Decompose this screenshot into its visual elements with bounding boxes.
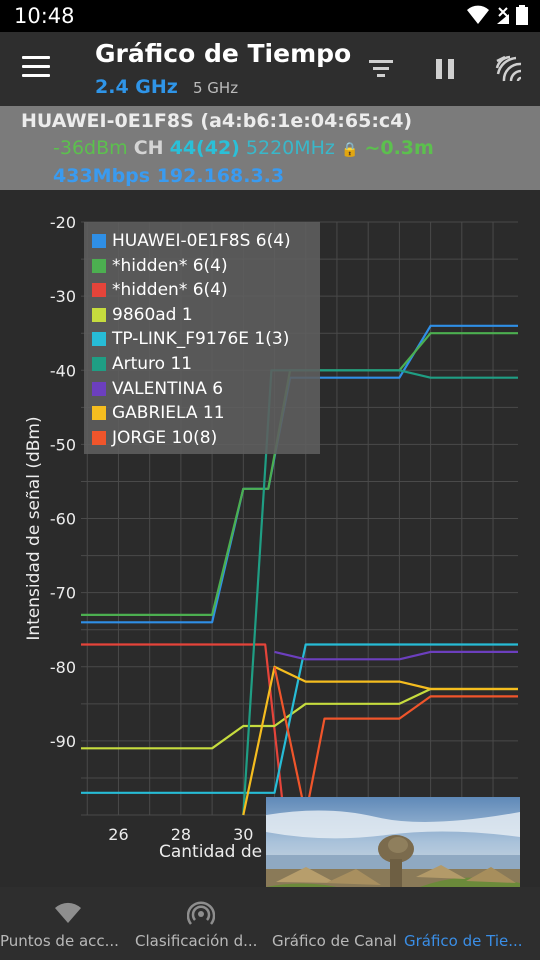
radar-icon [187,901,215,925]
series-line-4 [81,687,518,750]
legend-label: *hidden* 6(4) [112,255,228,276]
legend-item: *hidden* 6(4) [92,279,228,301]
page-title: Gráfico de Tiempo [95,39,352,68]
y-tick-label: -20 [50,213,76,232]
y-tick-label: -80 [50,658,76,677]
connected-network-panel[interactable]: HUAWEI-0E1F8S (a4:b6:1e:04:65:c4) -36dBm… [0,106,540,190]
legend-swatch [92,258,106,273]
bottom-navigation: Puntos de acc... Clasificación d... Gráf… [0,887,540,960]
x-axis-title: Cantidad de [159,842,262,862]
filter-icon[interactable] [366,54,396,84]
nav-label-channel-graph: Gráfico de Canal [272,932,397,950]
status-icons [466,5,528,25]
series-line-3 [81,643,285,816]
legend-item: HUAWEI-0E1F8S 6(4) [92,230,291,252]
band-tab-2-4ghz[interactable]: 2.4 GHz [95,76,178,98]
nav-channel-graph[interactable]: Gráfico de Canal [269,887,403,960]
y-tick-label: -70 [50,584,76,603]
network-details: -36dBm CH 44(42) 5220MHz 🔒 ~0.3m [53,137,434,159]
legend-label: TP-LINK_F9176E 1(3) [112,329,290,350]
scan-wifi-icon[interactable] [494,54,524,84]
battery-icon [516,5,528,25]
y-tick-label: -50 [50,435,76,454]
legend-item: VALENTINA 6 [92,378,223,400]
network-name: HUAWEI-0E1F8S (a4:b6:1e:04:65:c4) [21,110,413,132]
y-tick-label: -40 [50,361,76,380]
x-tick-label: 28 [171,825,191,844]
nav-channel-rating[interactable]: Clasificación d... [133,887,269,960]
x-tick-label: 30 [233,825,253,844]
legend-swatch [92,332,106,347]
nav-time-graph[interactable]: Gráfico de Tie... [403,887,540,960]
y-tick-label: -30 [50,287,76,306]
app-bar: Gráfico de Tiempo 2.4 GHz 5 GHz [0,32,540,106]
legend-item: Arturo 11 [92,353,192,375]
status-bar: 10:48 [0,0,540,32]
frequency: 5220MHz [245,137,335,159]
legend-item: JORGE 10(8) [92,427,217,449]
nav-access-points[interactable]: Puntos de acc... [0,887,133,960]
status-time: 10:48 [14,4,75,28]
y-tick-label: -60 [50,510,76,529]
legend-item: GABRIELA 11 [92,402,225,424]
legend-swatch [92,406,106,421]
wifi-status-icon [467,5,489,24]
distance: ~0.3m [364,137,434,159]
legend-swatch [92,307,106,322]
menu-icon[interactable] [22,56,50,78]
legend-item: *hidden* 6(4) [92,255,228,277]
legend-label: JORGE 10(8) [112,427,218,448]
series-line-9 [273,666,518,817]
y-axis-title: Intensidad de señal (dBm) [24,416,44,640]
legend-swatch [92,381,106,396]
no-data-icon [497,7,509,24]
channel-value: 44(42) [169,137,240,159]
link-info: 433Mbps 192.168.3.3 [53,165,285,187]
legend-label: HUAWEI-0E1F8S 6(4) [112,231,291,251]
legend-label: 9860ad 1 [112,304,193,325]
x-tick-label: 26 [108,825,128,844]
chart-legend: HUAWEI-0E1F8S 6(4) *hidden* 6(4) *hidden* … [84,222,320,454]
legend-swatch [92,430,106,445]
nav-label-access-points: Puntos de acc... [0,932,119,950]
nav-label-time-graph: Gráfico de Tie... [404,932,523,950]
legend-item: TP-LINK_F9176E 1(3) [92,328,289,350]
band-tab-5ghz[interactable]: 5 GHz [193,79,239,97]
legend-swatch [92,283,106,298]
legend-label: Arturo 11 [112,354,193,374]
lock-icon: 🔒 [340,142,359,158]
wifi-icon [55,902,81,923]
legend-swatch [92,357,106,371]
legend-label: GABRIELA 11 [112,403,225,424]
signal-strength: -36dBm [53,137,128,159]
nav-label-channel-rating: Clasificación d... [135,932,258,950]
legend-label: *hidden* 6(4) [112,280,228,301]
series-line-8 [242,665,518,816]
legend-swatch [92,234,106,248]
legend-label: VALENTINA 6 [112,378,224,399]
legend-item: 9860ad 1 [92,304,193,326]
pause-icon[interactable] [430,54,460,84]
series-line-7 [274,650,518,661]
series-line-5 [81,643,518,794]
channel-label: CH [133,137,164,159]
y-tick-label: -90 [50,732,76,751]
series-line-6 [242,369,518,816]
